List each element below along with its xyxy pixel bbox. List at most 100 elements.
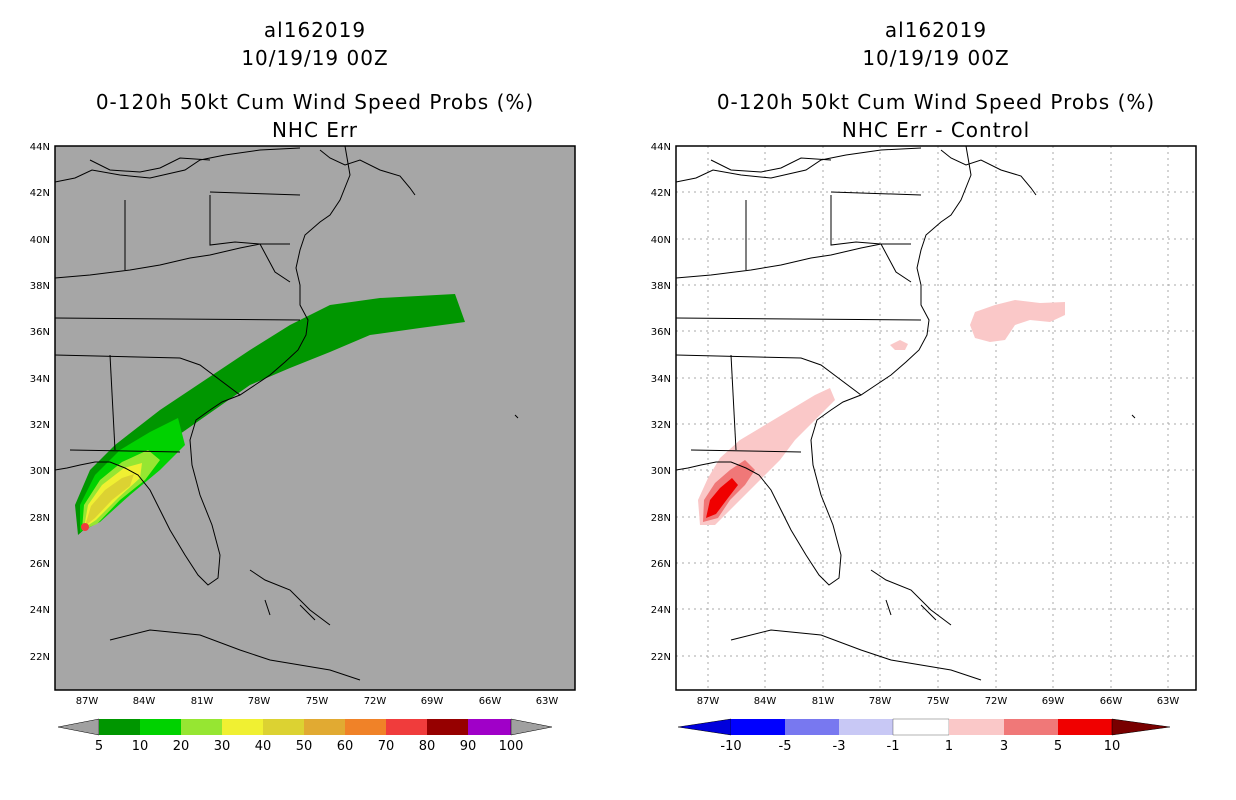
left-colorbar-label: 5 [95,739,103,754]
left-colorbar-bin [427,719,468,735]
lat-label: 30N [30,466,50,477]
lat-label: 26N [30,559,50,570]
right-colorbar-low-end [677,718,732,736]
lat-label: 34N [30,374,50,385]
right-lon-labels: 87W 84W 81W 78W 75W 72W 69W 66W 63W [697,696,1180,707]
left-map-frame [54,145,576,691]
right-colorbar-label: -1 [887,739,900,754]
lat-label: 22N [651,652,671,663]
left-datetime: 10/19/19 00Z [241,46,389,70]
left-prob-max-marker [81,523,89,531]
lon-label: 75W [306,696,329,707]
lat-label: 40N [30,235,50,246]
right-subtitle: NHC Err - Control [841,118,1031,142]
lat-label: 24N [30,605,50,616]
right-coastlines [676,146,1136,681]
right-map: 44N 42N 40N 38N 36N 34N 32N 30N 28N 26N … [651,142,1197,754]
right-colorbar-bin [839,719,893,735]
left-colorbar-bin [468,719,511,735]
lon-label: 66W [479,696,502,707]
left-colorbar-label: 50 [296,739,313,754]
left-colorbar-bin [263,719,304,735]
right-colorbar-bin [785,719,839,735]
left-colorbar-low-end [57,718,100,736]
lat-label: 28N [30,513,50,524]
right-lat-labels: 44N 42N 40N 38N 36N 34N 32N 30N 28N 26N … [651,142,671,663]
left-colorbar-label: 10 [132,739,149,754]
left-product-title: 0-120h 50kt Cum Wind Speed Probs (%) [95,90,535,114]
right-colorbar-label: -3 [833,739,846,754]
left-lat-labels: 44N 42N 40N 38N 36N 34N 32N 30N 28N 26N … [30,142,50,663]
left-colorbar-label: 100 [499,739,524,754]
right-datetime: 10/19/19 00Z [862,46,1010,70]
lon-label: 87W [76,696,99,707]
lon-label: 66W [1100,696,1123,707]
right-colorbar-label: 5 [1054,739,1062,754]
right-storm-id: al162019 [884,18,988,42]
right-map-background [676,146,1196,690]
lon-label: 69W [421,696,444,707]
left-prob-40-contour [85,474,134,526]
left-colorbar-label: 70 [378,739,395,754]
left-storm-id: al162019 [263,18,367,42]
right-product-title: 0-120h 50kt Cum Wind Speed Probs (%) [716,90,1156,114]
right-colorbar-bin [1004,719,1058,735]
lon-label: 69W [1042,696,1065,707]
lon-label: 72W [985,696,1008,707]
left-lon-labels: 87W 84W 81W 78W 75W 72W 69W 66W 63W [76,696,559,707]
lat-label: 36N [651,327,671,338]
left-colorbar-label: 30 [214,739,231,754]
right-colorbar-label: -10 [720,739,741,754]
left-colorbar: 5 10 20 30 40 50 60 70 80 90 100 [57,718,553,754]
left-colorbar-high-end [510,718,553,736]
right-grid [676,146,1196,690]
right-colorbar-label: 1 [945,739,953,754]
left-colorbar-bin [345,719,386,735]
lat-label: 32N [651,420,671,431]
left-coastlines [55,146,519,681]
left-prob-5-contour [75,294,465,535]
right-colorbar-label: 10 [1104,739,1121,754]
right-diff-1-contour-nc [890,340,908,350]
lat-label: 38N [30,281,50,292]
lon-label: 87W [697,696,720,707]
left-map: 44N 42N 40N 38N 36N 34N 32N 30N 28N 26N … [30,142,576,754]
lon-label: 75W [927,696,950,707]
lat-label: 36N [30,327,50,338]
lon-label: 78W [248,696,271,707]
left-colorbar-bin [181,719,222,735]
lat-label: 40N [651,235,671,246]
right-colorbar-label: 3 [1000,739,1008,754]
lat-label: 42N [651,188,671,199]
right-colorbar-bin [731,719,785,735]
right-map-frame [675,145,1197,691]
left-colorbar-bin [386,719,427,735]
right-diff-1-contour-east [970,300,1065,342]
lat-label: 24N [651,605,671,616]
left-colorbar-bin [304,719,345,735]
lat-label: 38N [651,281,671,292]
lon-label: 81W [812,696,835,707]
lon-label: 63W [536,696,559,707]
left-subtitle: NHC Err [271,118,359,142]
right-colorbar-bin [892,718,950,736]
lon-label: 81W [191,696,214,707]
lat-label: 22N [30,652,50,663]
right-diff-5-contour [706,478,738,518]
left-colorbar-bin [99,719,140,735]
lon-label: 84W [754,696,777,707]
left-colorbar-label: 90 [460,739,477,754]
lat-label: 30N [651,466,671,477]
lat-label: 44N [651,142,671,153]
lon-label: 78W [869,696,892,707]
lat-label: 26N [651,559,671,570]
lon-label: 63W [1157,696,1180,707]
left-map-background [55,146,575,690]
lon-label: 72W [364,696,387,707]
right-colorbar-high-end [1111,718,1171,736]
lon-label: 84W [133,696,156,707]
lat-label: 34N [651,374,671,385]
left-colorbar-label: 40 [255,739,272,754]
left-colorbar-label: 20 [173,739,190,754]
lat-label: 32N [30,420,50,431]
